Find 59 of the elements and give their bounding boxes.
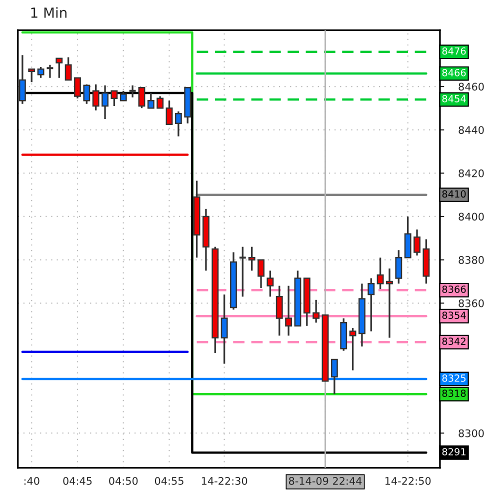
data-label: 8342	[442, 338, 466, 345]
candlestick	[395, 249, 402, 284]
data-label: 8476	[442, 47, 466, 55]
candlestick	[368, 277, 375, 332]
candlestick	[220, 294, 228, 365]
y-tick-label: 8400	[458, 212, 484, 221]
candlestick	[285, 284, 292, 336]
chart-title: 1 Min	[31, 7, 66, 18]
x-tick-label: :40	[24, 476, 40, 485]
candlestick	[276, 284, 283, 336]
candlestick	[386, 268, 393, 339]
candlestick	[46, 64, 54, 79]
data-label: 8454	[442, 94, 466, 102]
candlestick	[120, 90, 127, 102]
candlestick	[414, 228, 420, 256]
candlestick	[56, 58, 63, 79]
candlestick	[266, 270, 274, 298]
candlestick	[166, 100, 173, 126]
y-tick-label: 8300	[458, 429, 484, 438]
x-tick-label: 04:50	[109, 476, 138, 485]
data-label: 8366	[442, 286, 466, 293]
data-label: 8466	[442, 68, 466, 76]
candlestick	[174, 110, 182, 138]
data-label: 8318	[442, 390, 466, 397]
candlestick	[330, 358, 338, 395]
candlestick	[128, 84, 137, 98]
y-tick-label: 8460	[458, 82, 484, 91]
candlestick	[18, 54, 26, 105]
y-tick-label: 8360	[458, 299, 484, 308]
data-label: 8410	[442, 190, 466, 198]
x-tick-label: 04:55	[154, 476, 184, 485]
candlestick	[92, 84, 100, 112]
candlestick	[28, 68, 36, 84]
data-label: 8325	[442, 374, 466, 382]
x-tick-label: 14-22:50	[385, 476, 431, 485]
candlestick	[404, 216, 412, 258]
y-tick-label: 8440	[458, 126, 484, 134]
candlestick	[238, 246, 247, 298]
candlestick	[349, 327, 356, 372]
y-tick-label: 8420	[458, 169, 484, 178]
candlestick	[248, 246, 256, 272]
candlestick	[312, 299, 320, 324]
candlestick	[64, 56, 72, 81]
x-tick-label: 14-22:30	[202, 476, 248, 485]
candlestick	[156, 95, 164, 110]
candlestick	[102, 84, 108, 120]
candlestick	[138, 86, 146, 110]
y-tick-label: 8380	[458, 256, 484, 264]
candlestick	[376, 256, 384, 290]
candlestick	[147, 92, 154, 110]
data-label: 8354	[442, 312, 466, 319]
candlestick	[110, 90, 118, 107]
candlestick	[83, 84, 90, 105]
data-label: 8291	[442, 448, 466, 456]
candlestick	[37, 66, 44, 79]
candlestick	[74, 77, 81, 100]
x-tick-label: 8-14-09 22:44	[288, 476, 362, 485]
candlestick	[258, 258, 264, 289]
x-tick-label: 04:45	[63, 476, 92, 485]
